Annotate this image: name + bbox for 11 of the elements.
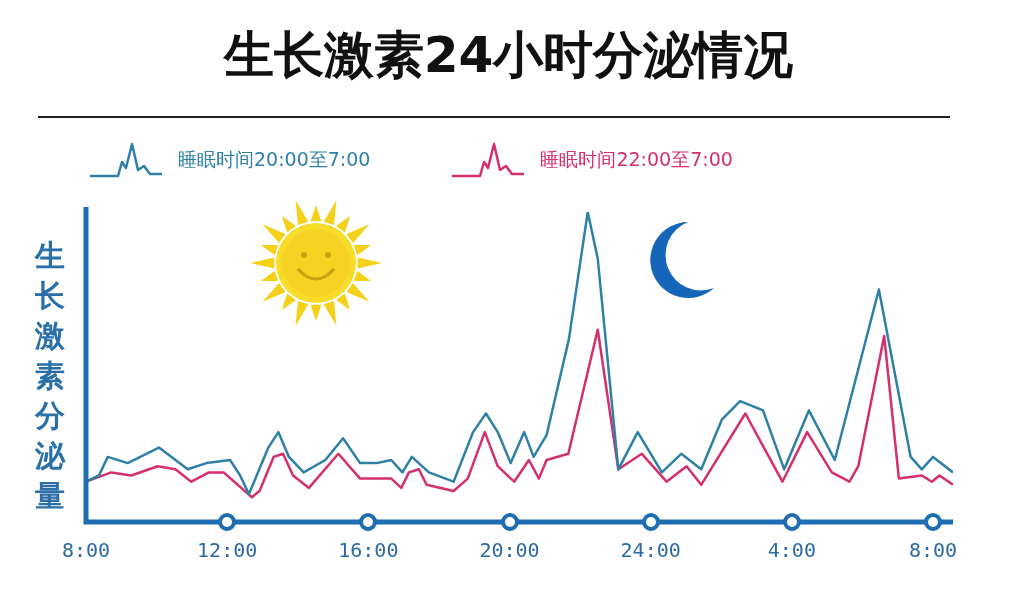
x-tick-label: 12:00 (197, 538, 258, 563)
legend-label: 睡眠时间22:00至7:00 (540, 147, 733, 172)
x-tick-label: 8:00 (61, 538, 111, 563)
x-tick-label: 24:00 (620, 538, 681, 563)
x-tick-label: 4:00 (767, 538, 816, 563)
x-tick-label: 8:00 (908, 538, 958, 563)
chart-title: 生长激素24小时分泌情况 (222, 25, 795, 86)
y-axis-title: 生长激素分泌量 (33, 237, 67, 515)
x-tick-label: 20:00 (479, 538, 540, 563)
x-tick-label: 16:00 (338, 538, 399, 563)
legend-label: 睡眠时间20:00至7:00 (178, 147, 371, 172)
